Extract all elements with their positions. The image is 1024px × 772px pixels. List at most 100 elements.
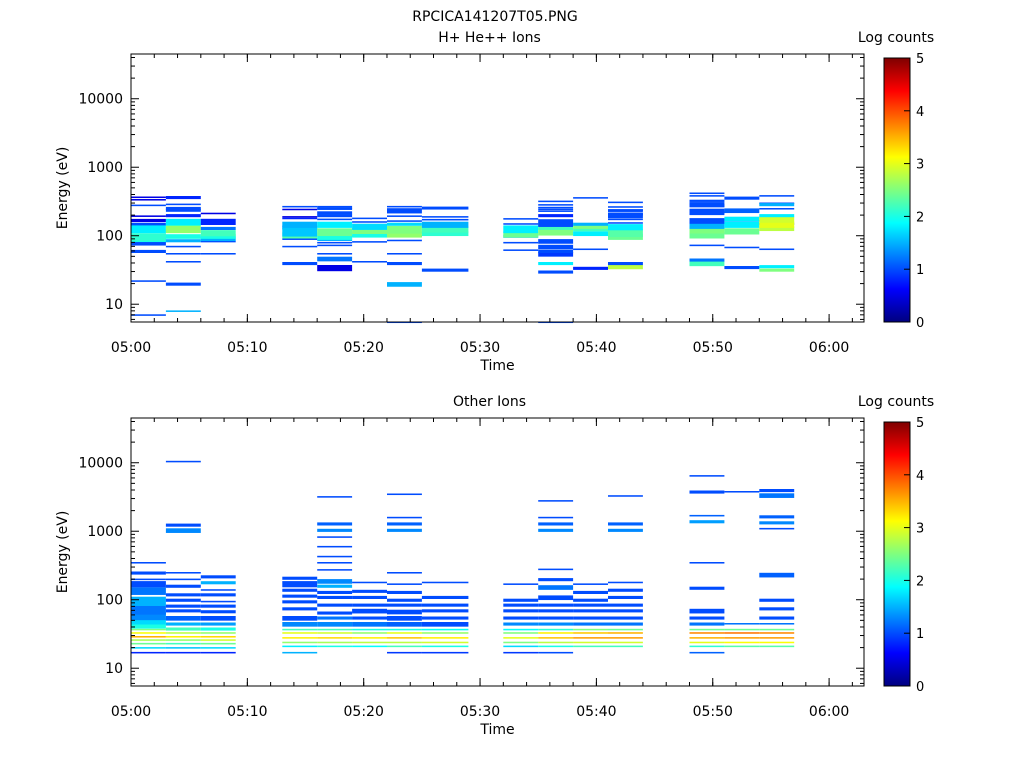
heatmap-cell <box>165 282 201 286</box>
heatmap-cell <box>421 628 469 631</box>
heatmap-cell <box>165 460 201 463</box>
heatmap-cell <box>689 514 725 517</box>
heatmap-cell <box>759 598 795 602</box>
heatmap-cell <box>724 491 760 493</box>
heatmap-cell <box>689 195 725 197</box>
heatmap-cell <box>759 641 795 644</box>
heatmap-cell <box>387 222 422 226</box>
heatmap-cell <box>387 616 422 621</box>
heatmap-cell <box>387 493 422 496</box>
heatmap-cell <box>689 475 725 477</box>
x-axis-label: Time <box>479 722 514 738</box>
heatmap-cell <box>317 211 353 215</box>
heatmap-cell <box>165 604 201 608</box>
heatmap-cell <box>387 609 422 615</box>
heatmap-cell <box>387 516 422 519</box>
heatmap-cell <box>538 522 574 526</box>
heatmap-cell <box>421 616 469 620</box>
heatmap-cell <box>503 218 539 220</box>
heatmap-cell <box>608 495 643 497</box>
heatmap-cell <box>282 616 318 621</box>
heatmap-cell <box>608 209 643 211</box>
heatmap-cell <box>689 651 725 654</box>
heatmap-cell <box>387 262 422 266</box>
heatmap-cell <box>608 581 643 584</box>
heatmap-cell <box>724 641 760 644</box>
heatmap-cell <box>317 622 353 627</box>
panel-2: Other Ions 05:00 05:10 05:20 05:30 05:40 05:50… <box>55 394 934 738</box>
colorbar-tick-label: 2 <box>916 210 924 225</box>
heatmap-cell <box>282 262 318 266</box>
heatmap-cell <box>200 632 236 634</box>
heatmap-cell <box>608 212 643 215</box>
heatmap-cell <box>573 622 608 626</box>
heatmap-cell <box>573 637 608 639</box>
heatmap-cell <box>387 220 422 222</box>
heatmap-cell <box>387 641 422 644</box>
heatmap-cell <box>724 637 760 639</box>
heatmap-cell <box>608 201 643 204</box>
heatmap-cell <box>573 197 608 199</box>
heatmap-cell <box>200 627 236 631</box>
heatmap-cell <box>421 208 469 210</box>
heatmap-cell <box>608 262 643 266</box>
heatmap-cell <box>165 528 201 533</box>
colorbar-gradient <box>883 57 911 323</box>
heatmap-cell <box>165 609 201 613</box>
colorbar-tick-label: 1 <box>916 627 924 642</box>
heatmap-cell <box>317 228 353 237</box>
heatmap-cell <box>573 583 608 585</box>
heatmap-cell <box>317 584 353 588</box>
heatmap-cell <box>759 493 795 498</box>
heatmap-cell <box>131 596 166 606</box>
heatmap-cell <box>282 600 318 604</box>
heatmap-cell <box>387 528 422 532</box>
heatmap-cell <box>421 268 469 272</box>
heatmap-cell <box>421 581 469 584</box>
heatmap-cell <box>573 224 608 229</box>
heatmap-cell <box>131 204 166 207</box>
heatmap-cell <box>131 218 166 222</box>
heatmap-cell <box>352 595 387 599</box>
heatmap-cell <box>317 253 353 255</box>
heatmap-cell <box>421 651 469 654</box>
heatmap-cell <box>387 598 422 602</box>
heatmap-cell <box>724 216 760 222</box>
heatmap-cell <box>352 241 387 243</box>
heatmap-cell <box>387 622 422 627</box>
heatmap-cell <box>352 227 387 234</box>
heatmap-cell <box>200 581 236 585</box>
heatmap-cell <box>165 214 201 218</box>
heatmap-cell <box>282 221 318 228</box>
heatmap-cell <box>131 571 166 575</box>
heatmap-cell <box>131 618 166 625</box>
heatmap-cell <box>538 628 574 631</box>
x-tick-label: 05:20 <box>344 340 384 356</box>
heatmap-cell <box>421 226 469 233</box>
heatmap-cell <box>387 603 422 607</box>
heatmap-cell <box>131 647 166 649</box>
heatmap-cell <box>538 270 574 274</box>
heatmap-cell <box>131 215 166 217</box>
heatmap-cell <box>282 217 318 220</box>
heatmap-cell <box>503 609 539 613</box>
heatmap-cell <box>608 645 643 648</box>
heatmap-cell <box>200 589 236 591</box>
heatmap-cell <box>317 645 353 648</box>
heatmap-cell <box>503 632 539 634</box>
heatmap-cell <box>503 583 539 585</box>
heatmap-cell <box>759 616 795 620</box>
heatmap-cell <box>352 589 387 593</box>
heatmap-cell <box>538 609 574 613</box>
heatmap-cell <box>759 248 795 251</box>
heatmap-cell <box>759 489 795 493</box>
heatmap-cell <box>689 244 725 247</box>
x-tick-label: 06:00 <box>809 704 849 720</box>
heatmap-cell <box>538 568 574 571</box>
heatmap-cell <box>200 622 236 626</box>
heatmap-cell <box>759 527 795 530</box>
panel-title: H+ He++ Ions <box>438 30 541 46</box>
heatmap-cell <box>421 645 469 648</box>
heatmap-cell <box>131 196 166 199</box>
